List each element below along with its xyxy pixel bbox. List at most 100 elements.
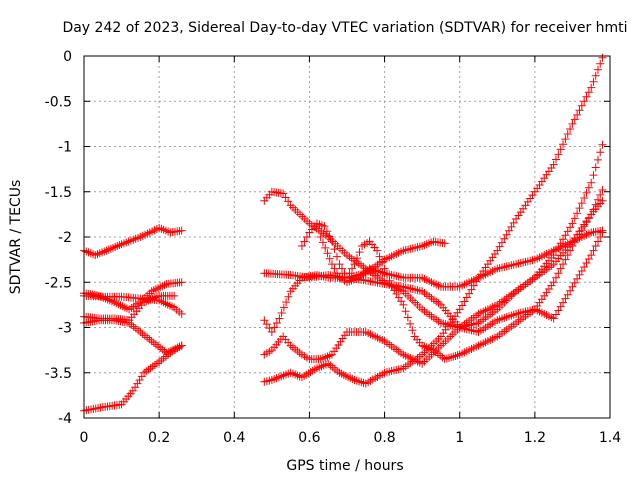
data-point — [598, 53, 607, 62]
data-point — [142, 367, 151, 376]
data-point — [144, 296, 153, 305]
axis-ticks: 0 0.2 0.4 0.6 0.8 1 1.2 1.4 0 -0.5 -1 -1.5 -2 -2.5 -3 -… — [45, 49, 622, 446]
data-point — [549, 160, 558, 169]
data-point — [154, 342, 163, 351]
data-point — [332, 252, 341, 261]
data-point — [453, 351, 462, 360]
data-point — [330, 347, 339, 356]
data-point — [566, 246, 575, 255]
x-tick-label: 0.6 — [298, 430, 320, 446]
data-point — [378, 258, 387, 267]
data-point — [344, 372, 353, 381]
data-point — [108, 243, 117, 252]
data-point — [346, 373, 355, 382]
data-point — [549, 278, 558, 287]
data-point — [353, 254, 362, 263]
data-point — [591, 242, 600, 251]
data-point — [568, 219, 577, 228]
data-point — [570, 214, 579, 223]
data-point — [584, 88, 593, 97]
data-point — [152, 292, 161, 301]
data-point — [308, 366, 317, 375]
data-point — [272, 318, 281, 327]
data-point — [277, 309, 286, 318]
data-point — [577, 199, 586, 208]
data-point — [327, 260, 336, 269]
plot-frame — [83, 55, 611, 419]
data-point — [137, 372, 146, 381]
data-point — [551, 273, 560, 282]
series-s11 — [260, 53, 607, 388]
y-tick-label: -1.5 — [45, 185, 72, 201]
x-tick-label: 0.4 — [223, 430, 245, 446]
data-point — [577, 101, 586, 110]
data-point — [282, 298, 291, 307]
data-point — [316, 233, 325, 241]
series-s5 — [80, 316, 186, 357]
x-tick-label: 1.4 — [599, 430, 621, 446]
data-point — [397, 297, 406, 306]
data-point — [598, 226, 607, 235]
series-s13 — [316, 226, 607, 291]
data-point — [570, 115, 579, 124]
data-point — [165, 301, 174, 310]
data-point — [131, 383, 140, 392]
data-point — [177, 341, 186, 350]
data-point — [143, 333, 152, 342]
data-point — [561, 255, 570, 264]
data-point — [551, 155, 560, 164]
data-point — [575, 106, 584, 115]
data-point — [584, 183, 593, 192]
data-point — [104, 245, 113, 254]
data-point — [102, 246, 111, 255]
data-point — [279, 303, 288, 312]
data-point — [337, 264, 346, 273]
data-point — [591, 163, 600, 172]
data-point — [440, 239, 449, 248]
data-point — [598, 185, 607, 194]
data-point — [561, 135, 570, 144]
data-point — [378, 268, 387, 277]
data-point — [113, 242, 122, 251]
data-point — [138, 329, 147, 338]
data-point — [302, 233, 311, 241]
y-tick-label: -4 — [58, 411, 72, 427]
series-s12 — [297, 196, 607, 364]
data-point — [348, 374, 357, 383]
data-point — [142, 297, 151, 306]
data-point — [158, 345, 167, 354]
data-point — [177, 278, 186, 287]
data-point — [288, 343, 297, 352]
data-point — [270, 323, 279, 332]
data-point — [330, 365, 339, 374]
data-point — [332, 269, 341, 278]
data-point — [335, 368, 344, 377]
data-point — [442, 354, 451, 363]
data-point — [593, 237, 602, 246]
series-s1 — [80, 223, 186, 260]
data-point — [568, 119, 577, 128]
y-tick-label: -1 — [58, 140, 72, 156]
data-point — [589, 246, 598, 255]
data-point — [563, 130, 572, 139]
data-point — [148, 294, 157, 303]
data-point — [157, 356, 166, 365]
data-point — [151, 340, 160, 349]
data-point — [330, 264, 339, 273]
data-point — [330, 245, 339, 254]
data-point — [559, 140, 568, 149]
data-point — [587, 83, 596, 92]
data-point — [554, 269, 563, 278]
data-point — [323, 249, 332, 258]
data-point — [151, 285, 160, 294]
data-point — [145, 335, 154, 344]
data-point — [438, 353, 447, 362]
data-point — [348, 264, 357, 273]
data-point — [148, 362, 157, 371]
data-point — [559, 260, 568, 269]
data-point — [140, 368, 149, 377]
data-point — [146, 364, 155, 373]
data-point — [563, 251, 572, 260]
data-point — [144, 365, 153, 374]
data-point — [598, 196, 607, 205]
